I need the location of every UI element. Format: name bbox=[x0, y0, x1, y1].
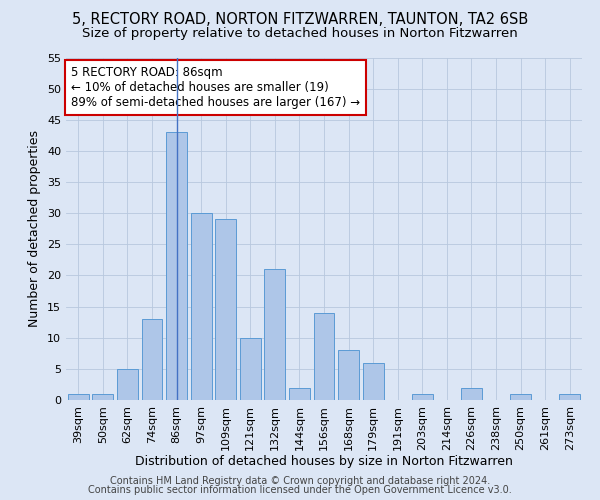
X-axis label: Distribution of detached houses by size in Norton Fitzwarren: Distribution of detached houses by size … bbox=[135, 456, 513, 468]
Bar bbox=[510, 394, 531, 400]
Bar bbox=[191, 213, 212, 400]
Bar bbox=[265, 269, 286, 400]
Text: Size of property relative to detached houses in Norton Fitzwarren: Size of property relative to detached ho… bbox=[82, 28, 518, 40]
Bar bbox=[289, 388, 310, 400]
Bar bbox=[240, 338, 261, 400]
Bar bbox=[412, 394, 433, 400]
Bar bbox=[362, 362, 383, 400]
Bar bbox=[92, 394, 113, 400]
Text: 5, RECTORY ROAD, NORTON FITZWARREN, TAUNTON, TA2 6SB: 5, RECTORY ROAD, NORTON FITZWARREN, TAUN… bbox=[72, 12, 528, 28]
Bar bbox=[166, 132, 187, 400]
Bar bbox=[559, 394, 580, 400]
Bar bbox=[215, 220, 236, 400]
Text: Contains HM Land Registry data © Crown copyright and database right 2024.: Contains HM Land Registry data © Crown c… bbox=[110, 476, 490, 486]
Bar bbox=[461, 388, 482, 400]
Bar bbox=[338, 350, 359, 400]
Bar bbox=[117, 369, 138, 400]
Bar bbox=[68, 394, 89, 400]
Bar bbox=[314, 313, 334, 400]
Text: 5 RECTORY ROAD: 86sqm
← 10% of detached houses are smaller (19)
89% of semi-deta: 5 RECTORY ROAD: 86sqm ← 10% of detached … bbox=[71, 66, 360, 109]
Bar bbox=[142, 319, 163, 400]
Y-axis label: Number of detached properties: Number of detached properties bbox=[28, 130, 41, 327]
Text: Contains public sector information licensed under the Open Government Licence v3: Contains public sector information licen… bbox=[88, 485, 512, 495]
